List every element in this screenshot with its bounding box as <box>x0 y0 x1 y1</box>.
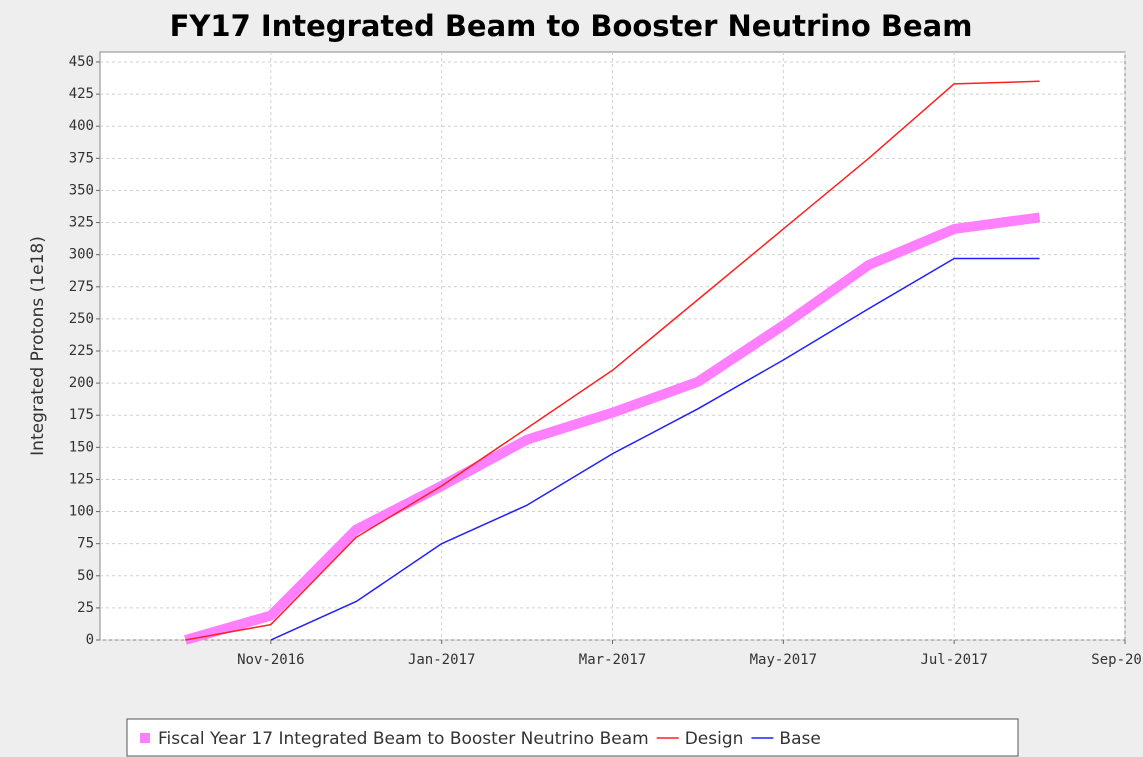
y-tick-label: 75 <box>77 536 94 552</box>
x-tick-label: Mar-2017 <box>579 652 646 668</box>
y-tick-label: 100 <box>69 504 94 520</box>
y-tick-label: 375 <box>69 150 94 166</box>
y-tick-label: 175 <box>69 407 94 423</box>
y-tick-label: 250 <box>69 311 94 327</box>
legend-label: Fiscal Year 17 Integrated Beam to Booste… <box>158 729 649 749</box>
y-tick-label: 225 <box>69 343 94 359</box>
y-tick-label: 450 <box>69 54 94 70</box>
y-tick-label: 25 <box>77 600 94 616</box>
y-tick-label: 125 <box>69 471 94 487</box>
y-tick-label: 300 <box>69 247 94 263</box>
y-tick-label: 425 <box>69 86 94 102</box>
y-tick-label: 275 <box>69 279 94 295</box>
x-tick-label: Jul-2017 <box>920 652 987 668</box>
x-tick-label: Jan-2017 <box>408 652 475 668</box>
x-tick-label: Sep-2017 <box>1091 652 1143 668</box>
legend-label: Base <box>779 729 820 749</box>
y-axis-label: Integrated Protons (1e18) <box>28 236 48 456</box>
legend <box>126 718 1019 757</box>
y-tick-label: 350 <box>69 182 94 198</box>
y-tick-label: 200 <box>69 375 94 391</box>
series-line <box>270 257 1040 641</box>
legend-label: Design <box>685 729 744 749</box>
y-tick-label: 400 <box>69 118 94 134</box>
legend-marker <box>140 733 150 743</box>
x-tick-label: May-2017 <box>750 652 817 668</box>
chart-title: FY17 Integrated Beam to Booster Neutrino… <box>170 9 973 43</box>
series-line <box>185 80 1040 641</box>
y-tick-label: 50 <box>77 568 94 584</box>
y-tick-label: 150 <box>69 439 94 455</box>
y-tick-label: 0 <box>86 632 94 648</box>
x-tick-label: Nov-2016 <box>237 652 304 668</box>
series-line <box>184 212 1041 645</box>
y-tick-label: 325 <box>69 215 94 231</box>
